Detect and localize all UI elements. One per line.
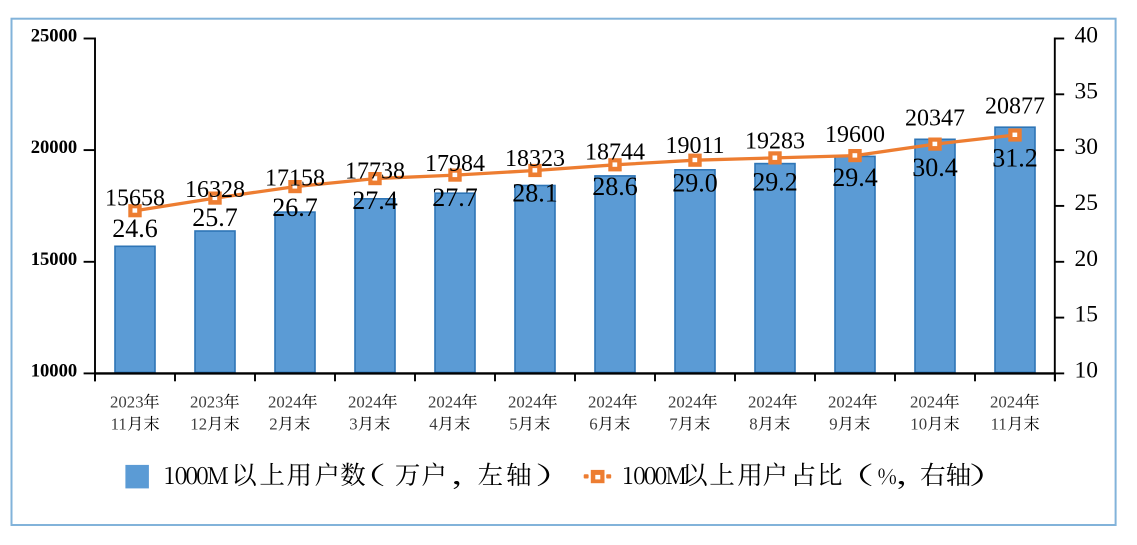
svg-text:2024: 2024: [748, 393, 782, 412]
svg-text:28.1: 28.1: [512, 179, 558, 208]
svg-text:30: 30: [1075, 134, 1099, 160]
svg-text:18744: 18744: [585, 139, 645, 165]
svg-text:28.6: 28.6: [592, 172, 638, 201]
svg-text:40: 40: [1075, 23, 1099, 49]
svg-text:29.4: 29.4: [832, 163, 878, 192]
svg-text:30.4: 30.4: [912, 153, 958, 182]
svg-text:2023: 2023: [110, 393, 144, 412]
svg-text:20: 20: [1075, 246, 1099, 272]
svg-text:29.2: 29.2: [752, 168, 798, 197]
svg-text:2024: 2024: [668, 393, 702, 412]
svg-text:10: 10: [910, 415, 927, 434]
svg-text:2024: 2024: [508, 393, 542, 412]
svg-text:10000: 10000: [31, 360, 77, 381]
svg-text:25: 25: [1075, 190, 1099, 216]
svg-text:27.4: 27.4: [352, 186, 398, 215]
svg-text:6: 6: [589, 415, 597, 434]
svg-text:26.7: 26.7: [272, 193, 318, 222]
svg-text:2024: 2024: [348, 393, 382, 412]
svg-text:10: 10: [1075, 357, 1099, 383]
svg-text:16328: 16328: [185, 177, 245, 203]
svg-text:20877: 20877: [985, 93, 1045, 119]
svg-text:11: 11: [111, 415, 127, 434]
svg-text:25000: 25000: [31, 26, 77, 47]
svg-text:18323: 18323: [505, 146, 565, 172]
svg-text:2024: 2024: [828, 393, 862, 412]
svg-text:5: 5: [509, 415, 517, 434]
svg-text:9: 9: [829, 415, 837, 434]
svg-text:17158: 17158: [265, 166, 325, 192]
svg-text:27.7: 27.7: [432, 183, 478, 212]
svg-text:11: 11: [991, 415, 1007, 434]
svg-text:2024: 2024: [990, 393, 1024, 412]
svg-text:24.6: 24.6: [112, 214, 158, 243]
svg-text:29.0: 29.0: [672, 169, 718, 198]
svg-text:2: 2: [269, 415, 277, 434]
svg-text:2024: 2024: [428, 393, 462, 412]
svg-text:17984: 17984: [425, 151, 485, 177]
svg-text:35: 35: [1075, 78, 1099, 104]
svg-text:3: 3: [349, 415, 357, 434]
svg-text:15: 15: [1075, 302, 1099, 328]
svg-text:15658: 15658: [105, 186, 165, 212]
svg-text:4: 4: [429, 415, 438, 434]
svg-text:12: 12: [190, 415, 207, 434]
svg-text:19283: 19283: [745, 129, 805, 155]
svg-text:8: 8: [749, 415, 757, 434]
svg-text:15000: 15000: [31, 249, 77, 270]
svg-text:20347: 20347: [905, 106, 965, 132]
svg-text:31.2: 31.2: [992, 143, 1038, 172]
svg-text:2024: 2024: [268, 393, 302, 412]
svg-text:19011: 19011: [665, 133, 724, 159]
svg-text:7: 7: [669, 415, 677, 434]
svg-text:2024: 2024: [588, 393, 622, 412]
svg-text:20000: 20000: [31, 137, 77, 158]
svg-text:25.7: 25.7: [192, 203, 238, 232]
svg-text:19600: 19600: [825, 122, 885, 148]
svg-text:17738: 17738: [345, 159, 405, 185]
svg-text:2024: 2024: [910, 393, 944, 412]
svg-text:2023: 2023: [190, 393, 224, 412]
